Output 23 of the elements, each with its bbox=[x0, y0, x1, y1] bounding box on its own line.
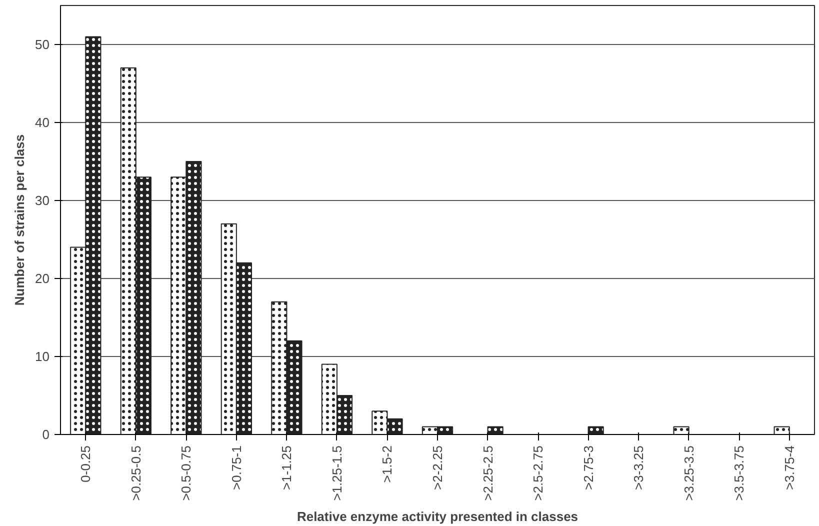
y-tick-label: 50 bbox=[35, 37, 50, 52]
x-tick-label: >0.5-0.75 bbox=[178, 446, 194, 501]
x-tick-label: >2.25-2.5 bbox=[480, 446, 496, 501]
x-tick-label: >1-1.25 bbox=[279, 446, 294, 490]
y-axis-title: Number of strains per class bbox=[12, 134, 28, 306]
x-tick-label: >0.25-0.5 bbox=[128, 446, 144, 501]
x-tick-label: >1.25-1.5 bbox=[329, 446, 344, 501]
x-axis-title: Relative enzyme activity presented in classes bbox=[296, 508, 578, 524]
x-tick-label: >2-2.25 bbox=[430, 446, 445, 490]
x-tick-label: >3.25-3.5 bbox=[681, 446, 696, 501]
y-tick-label: 20 bbox=[35, 271, 50, 286]
x-tick-label: >2.75-3 bbox=[580, 446, 596, 490]
x-tick-label: >0.75-1 bbox=[228, 446, 244, 490]
x-tick-label: >2.5-2.75 bbox=[530, 446, 546, 501]
x-tick-label: 0-0.25 bbox=[78, 445, 94, 482]
y-tick-label: 30 bbox=[35, 193, 50, 208]
x-tick-label: >3.75-4 bbox=[782, 446, 797, 490]
x-tick-label: >3-3.25 bbox=[631, 446, 646, 490]
y-tick-label: 10 bbox=[35, 349, 50, 364]
x-tick-label: >3.5-3.75 bbox=[732, 445, 747, 501]
x-tick-label: >1.5-2 bbox=[380, 445, 395, 483]
y-tick-label: 40 bbox=[35, 115, 50, 130]
y-tick-label: 0 bbox=[42, 427, 50, 442]
